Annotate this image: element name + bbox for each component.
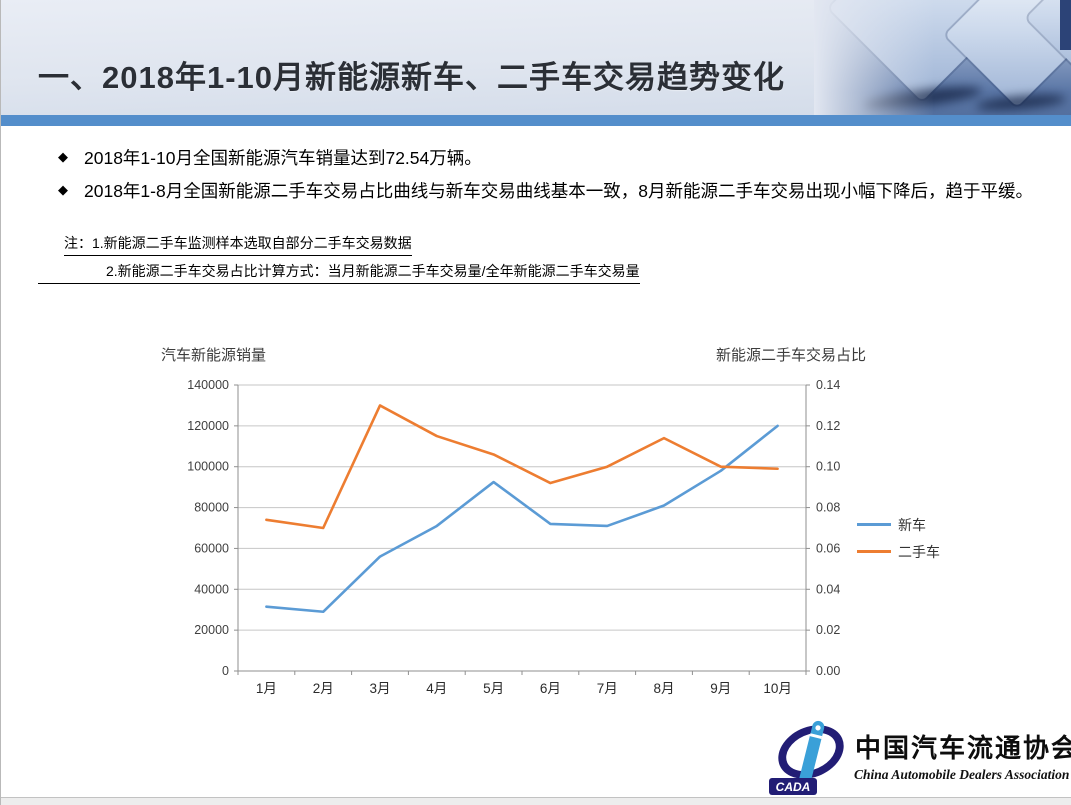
svg-text:10月: 10月 [763, 681, 792, 696]
svg-text:100000: 100000 [187, 460, 229, 474]
svg-text:0.02: 0.02 [816, 623, 840, 637]
bullet-text: 2018年1-10月全国新能源汽车销量达到72.54万辆。 [84, 148, 482, 168]
slide-bottom-border [1, 797, 1071, 798]
svg-text:8月: 8月 [653, 681, 674, 696]
svg-text:3月: 3月 [369, 681, 390, 696]
svg-text:0.12: 0.12 [816, 419, 840, 433]
left-axis-title: 汽车新能源销量 [161, 347, 267, 364]
logo-english-name: China Automobile Dealers Association [854, 767, 1070, 782]
svg-text:0.00: 0.00 [816, 664, 840, 678]
cube-image [1060, 0, 1071, 50]
svg-text:6月: 6月 [540, 681, 561, 696]
right-axis-title: 新能源二手车交易占比 [716, 347, 867, 364]
page-title: 一、2018年1-10月新能源新车、二手车交易趋势变化 [38, 60, 786, 95]
slide-bottom-strip [1, 798, 1071, 805]
header-accent-bar [1, 115, 1071, 126]
footnote-line: 注：1.新能源二手车监测样本选取自部分二手车交易数据 [64, 233, 412, 256]
cada-logo: CADA 中国汽车流通协会 China Automobile Dealers A… [769, 718, 1071, 798]
legend-label: 二手车 [898, 543, 940, 560]
svg-text:4月: 4月 [426, 681, 447, 696]
bullet-diamond-icon: ◆ [58, 149, 68, 164]
logo-chinese-name: 中国汽车流通协会 [855, 734, 1071, 763]
bullet-item: ◆ 2018年1-8月全国新能源二手车交易占比曲线与新车交易曲线基本一致，8月新… [58, 175, 1043, 208]
legend-line-swatch [857, 523, 891, 526]
svg-text:7月: 7月 [597, 681, 618, 696]
svg-text:40000: 40000 [194, 582, 229, 596]
cada-badge-text: CADA [776, 780, 811, 794]
footnote-line: 2.新能源二手车交易占比计算方式：当月新能源二手车交易量/全年新能源二手车交易量 [38, 261, 640, 284]
footnote-text: 注：1.新能源二手车监测样本选取自部分二手车交易数据 [64, 233, 412, 256]
svg-text:5月: 5月 [483, 681, 504, 696]
bullet-diamond-icon: ◆ [58, 182, 68, 197]
svg-text:0.14: 0.14 [816, 378, 840, 392]
svg-text:0.10: 0.10 [816, 460, 840, 474]
legend-item-new-car: 新车 [857, 511, 940, 538]
photo-fade [814, 0, 934, 115]
cubes-photo [814, 0, 1071, 115]
svg-text:9月: 9月 [710, 681, 731, 696]
svg-text:120000: 120000 [187, 419, 229, 433]
svg-text:2月: 2月 [313, 681, 334, 696]
svg-text:20000: 20000 [194, 623, 229, 637]
cada-emblem-icon: CADA [769, 720, 844, 795]
svg-text:60000: 60000 [194, 541, 229, 555]
svg-text:0: 0 [222, 664, 229, 678]
svg-text:0.08: 0.08 [816, 501, 840, 515]
bullet-item: ◆ 2018年1-10月全国新能源汽车销量达到72.54万辆。 [58, 142, 1038, 175]
slide-header: 一、2018年1-10月新能源新车、二手车交易趋势变化 [1, 0, 1071, 115]
chart-legend: 新车 二手车 [857, 511, 940, 565]
legend-item-used-car: 二手车 [857, 538, 940, 565]
svg-text:1月: 1月 [256, 681, 277, 696]
legend-line-swatch [857, 550, 891, 553]
svg-text:140000: 140000 [187, 378, 229, 392]
line-chart: 0 0.00 20000 0.02 40000 0.04 60000 0.06 80000 0.0… [187, 378, 840, 696]
cube-shadow [975, 92, 1067, 113]
footnote-text: 2.新能源二手车交易占比计算方式：当月新能源二手车交易量/全年新能源二手车交易量 [38, 261, 640, 284]
svg-text:0.06: 0.06 [816, 541, 840, 555]
legend-label: 新车 [898, 516, 926, 533]
svg-text:80000: 80000 [194, 501, 229, 515]
svg-text:0.04: 0.04 [816, 582, 840, 596]
bullet-text: 2018年1-8月全国新能源二手车交易占比曲线与新车交易曲线基本一致，8月新能源… [84, 181, 1033, 201]
